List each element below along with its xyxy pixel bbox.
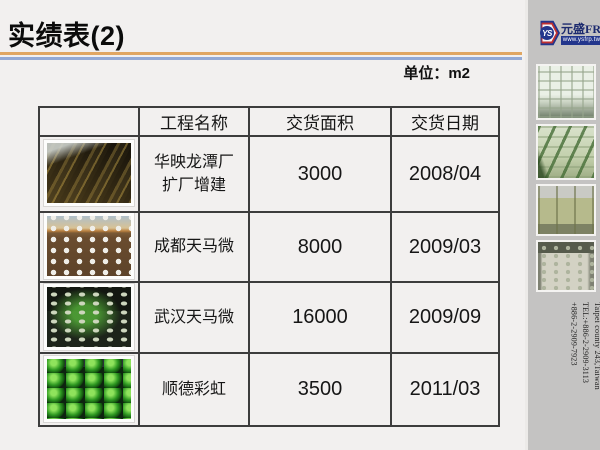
title-divider-orange (0, 52, 522, 55)
table-row: 顺德彩虹 3500 2011/03 (38, 352, 500, 427)
dark-hall-dotted-floor-photo (47, 286, 131, 347)
photo-frame (44, 355, 134, 422)
project-photo-cell (38, 211, 140, 283)
storage-tanks-photo (538, 186, 594, 234)
brand-name: 元盛FRP (561, 22, 600, 36)
tank-grid-construction-photo (47, 216, 131, 276)
company-sidebar: YS 元盛FRP www.ysfrp.tw Yuan Sheng FiberGl… (525, 0, 600, 450)
delivery-date-value: 2008/04 (390, 135, 500, 213)
photo-frame (536, 240, 596, 292)
unit-label: 单位：m2 (403, 65, 470, 82)
project-name: 成都天马微 (138, 211, 250, 283)
delivery-area-value: 8000 (248, 211, 392, 283)
performance-table: 工程名称 交货面积 交货日期 华映龙潭厂 扩厂增建 3000 2008/04 成… (38, 106, 500, 427)
title-divider-blue (0, 57, 522, 60)
page-title: 实绩表(2) (8, 21, 125, 51)
project-name: 顺德彩虹 (138, 352, 250, 427)
photo-frame (44, 140, 134, 206)
table-header-row: 工程名称 交货面积 交货日期 (38, 106, 500, 137)
photo-frame (44, 284, 134, 350)
factory-roof-beams-photo (47, 143, 131, 203)
photo-frame (44, 214, 134, 279)
photo-frame (536, 124, 596, 180)
company-info-text: Yuan Sheng FiberGlass CO .,LTD NO 68,Min… (569, 302, 600, 390)
table-row: 武汉天马微 16000 2009/09 (38, 281, 500, 354)
header-delivery-date: 交货日期 (390, 106, 500, 137)
delivery-area-value: 16000 (248, 281, 392, 354)
table-row: 华映龙潭厂 扩厂增建 3000 2008/04 (38, 135, 500, 213)
photo-frame (536, 64, 596, 120)
company-logo: YS 元盛FRP www.ysfrp.tw (534, 18, 600, 50)
photo-frame (536, 184, 596, 236)
delivery-date-value: 2009/03 (390, 211, 500, 283)
header-project-name: 工程名称 (138, 106, 250, 137)
delivery-date-value: 2009/09 (390, 281, 500, 354)
green-dome-rows-photo (47, 358, 131, 419)
delivery-area-value: 3000 (248, 135, 392, 213)
logo-badge: YS (540, 26, 554, 40)
factory-floor-photo (538, 242, 594, 290)
delivery-date-value: 2011/03 (390, 352, 500, 427)
table-row: 成都天马微 8000 2009/03 (38, 211, 500, 283)
project-name: 武汉天马微 (138, 281, 250, 354)
header-delivery-area: 交货面积 (248, 106, 392, 137)
brand-url: www.ysfrp.tw (561, 36, 600, 45)
project-photo-cell (38, 352, 140, 427)
frp-tank-closeup-photo (538, 126, 594, 178)
project-photo-cell (38, 281, 140, 354)
delivery-area-value: 3500 (248, 352, 392, 427)
header-photo (38, 106, 140, 137)
project-name: 华映龙潭厂 扩厂增建 (138, 135, 250, 213)
project-photo-cell (38, 135, 140, 213)
waffle-ceiling-photo (538, 66, 594, 118)
